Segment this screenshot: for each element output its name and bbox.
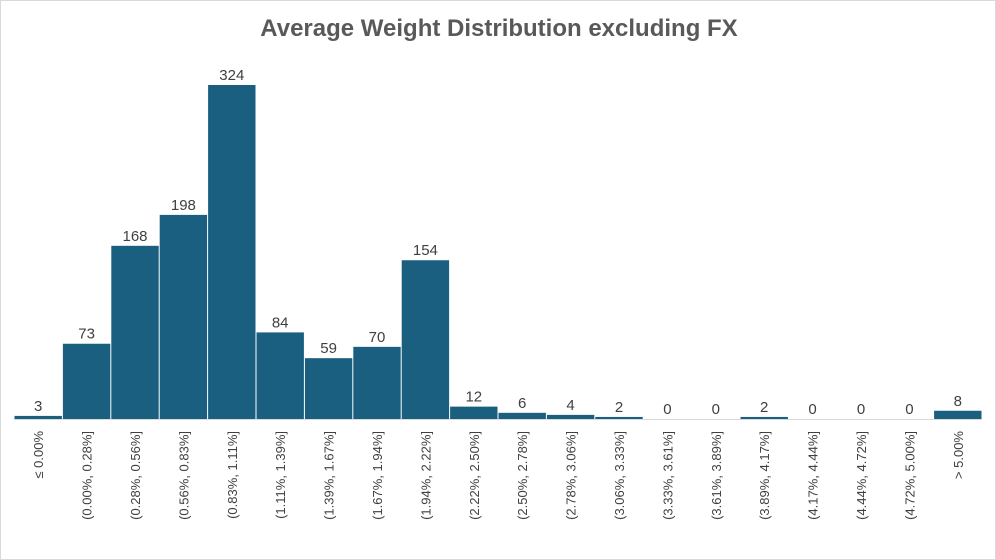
bar-6 [304, 358, 353, 419]
data-label-3: 198 [171, 197, 196, 214]
chart-title: Average Weight Distribution excluding FX [260, 15, 738, 42]
data-label-12: 2 [615, 399, 623, 416]
bar-1 [62, 343, 111, 419]
x-tick-label-12: (3.06%, 3.33%] [612, 431, 627, 520]
x-tick-label-14: (3.61%, 3.89%] [709, 431, 724, 520]
data-label-2: 168 [122, 228, 147, 245]
x-tick-label-4: (0.83%, 1.11%] [225, 431, 240, 519]
bar-19 [934, 410, 982, 419]
data-label-8: 154 [413, 242, 438, 259]
bar-0 [14, 415, 62, 419]
bar-15 [740, 416, 788, 419]
x-tick-label-16: (4.17%, 4.44%] [806, 431, 821, 520]
data-label-16: 0 [808, 401, 816, 418]
data-label-0: 3 [34, 398, 42, 415]
x-tick-label-11: (2.78%, 3.06%] [564, 431, 579, 520]
data-label-17: 0 [857, 401, 865, 418]
data-label-6: 59 [320, 340, 337, 357]
x-tick-label-6: (1.39%, 1.67%] [322, 431, 337, 520]
bar-8 [401, 260, 450, 419]
bar-12 [595, 416, 643, 419]
bar-5 [256, 332, 304, 419]
x-tick-label-2: (0.28%, 0.56%] [128, 431, 143, 520]
x-tick-label-3: (0.56%, 0.83%] [176, 431, 191, 520]
bar-7 [353, 346, 401, 419]
data-label-7: 70 [369, 329, 386, 346]
data-label-9: 12 [465, 389, 482, 406]
x-tick-label-5: (1.11%, 1.39%] [273, 431, 288, 519]
data-label-10: 6 [518, 395, 526, 412]
bar-3 [159, 214, 208, 419]
data-label-1: 73 [78, 326, 95, 343]
data-label-5: 84 [272, 314, 289, 331]
x-tick-label-10: (2.50%, 2.78%] [515, 431, 530, 520]
data-label-18: 0 [905, 401, 913, 418]
bar-2 [111, 245, 159, 419]
bar-10 [498, 412, 546, 419]
x-tick-label-18: (4.72%, 5.00%] [902, 431, 917, 520]
bar-4 [208, 85, 256, 419]
x-tick-label-9: (2.22%, 2.50%] [467, 431, 482, 520]
x-tick-label-7: (1.67%, 1.94%] [370, 431, 385, 520]
bar-11 [546, 414, 595, 419]
x-tick-label-8: (1.94%, 2.22%] [418, 431, 433, 520]
data-label-19: 8 [954, 393, 962, 410]
x-tick-label-13: (3.33%, 3.61%] [660, 431, 675, 520]
x-tick-label-17: (4.44%, 4.72%] [854, 431, 869, 520]
data-label-14: 0 [712, 401, 720, 418]
data-label-11: 4 [566, 397, 574, 414]
bar-9 [450, 406, 498, 419]
x-tick-label-1: (0.00%, 0.28%] [80, 431, 95, 520]
x-tick-label-15: (3.89%, 4.17%] [757, 431, 772, 520]
data-label-15: 2 [760, 399, 768, 416]
data-label-13: 0 [663, 401, 671, 418]
x-tick-label-19: > 5.00% [951, 431, 966, 480]
data-label-4: 324 [219, 67, 244, 84]
x-tick-label-0: ≤ 0.00% [31, 431, 46, 479]
